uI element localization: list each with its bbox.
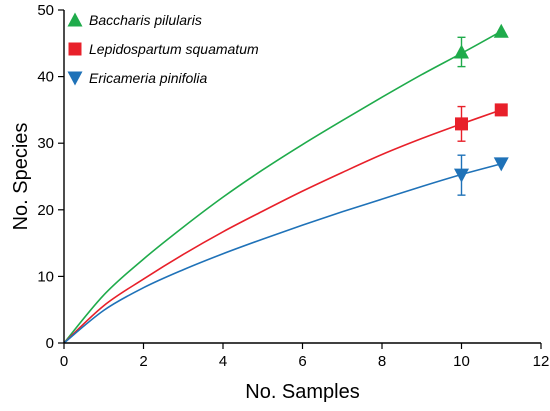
series-ericameria-pinifolia: [63, 154, 509, 344]
axes: [63, 10, 541, 344]
x-axis-title: No. Samples: [245, 381, 360, 403]
legend-item-baccharis-pilularis: Baccharis pilularis: [67, 12, 202, 28]
legend-label-lepidospartum-squamatum: Lepidospartum squamatum: [89, 41, 259, 57]
legend-marker-ericameria-pinifolia: [67, 71, 83, 86]
data-point-baccharis-pilularis-10: [454, 44, 469, 59]
y-tick-label-40: 40: [37, 69, 54, 86]
data-point-baccharis-pilularis-11: [493, 23, 509, 38]
legend: Baccharis pilularis Lepidospartum squamat…: [67, 12, 259, 86]
y-tick-label-0: 0: [46, 335, 54, 352]
y-tick-label-10: 10: [37, 268, 54, 285]
series-line-ericameria-pinifolia: [63, 163, 502, 344]
series-lepidospartum-squamatum: [63, 103, 508, 344]
y-tick-label-30: 30: [37, 135, 54, 152]
y-axis-title: No. Species: [10, 123, 32, 231]
plot-area: [63, 23, 509, 344]
x-tick-label-8: 8: [378, 353, 386, 370]
y-tick-label-50: 50: [37, 2, 54, 19]
x-tick-label-4: 4: [219, 353, 227, 370]
legend-marker-lepidospartum-squamatum: [68, 42, 82, 56]
y-tick-label-20: 20: [37, 202, 54, 219]
legend-item-lepidospartum-squamatum: Lepidospartum squamatum: [68, 41, 259, 57]
series-line-baccharis-pilularis: [63, 30, 502, 344]
x-tick-label-12: 12: [533, 353, 550, 370]
data-point-ericameria-pinifolia-11: [493, 157, 509, 172]
legend-label-baccharis-pilularis: Baccharis pilularis: [89, 12, 202, 28]
x-tick-label-0: 0: [60, 353, 68, 370]
legend-marker-baccharis-pilularis: [67, 12, 83, 27]
series-line-lepidospartum-squamatum: [63, 109, 502, 344]
data-point-lepidospartum-squamatum-10: [455, 117, 468, 131]
x-tick-label-6: 6: [298, 353, 306, 370]
x-tick-label-2: 2: [139, 353, 147, 370]
ticks: 0 2 4 6 8 10 12 0 10 20 30 40 50: [37, 2, 549, 370]
x-tick-label-10: 10: [453, 353, 470, 370]
legend-label-ericameria-pinifolia: Ericameria pinifolia: [89, 70, 207, 86]
legend-item-ericameria-pinifolia: Ericameria pinifolia: [67, 70, 207, 86]
data-point-lepidospartum-squamatum-11: [494, 103, 508, 117]
data-point-ericameria-pinifolia-10: [454, 168, 469, 183]
series-baccharis-pilularis: [63, 23, 509, 344]
